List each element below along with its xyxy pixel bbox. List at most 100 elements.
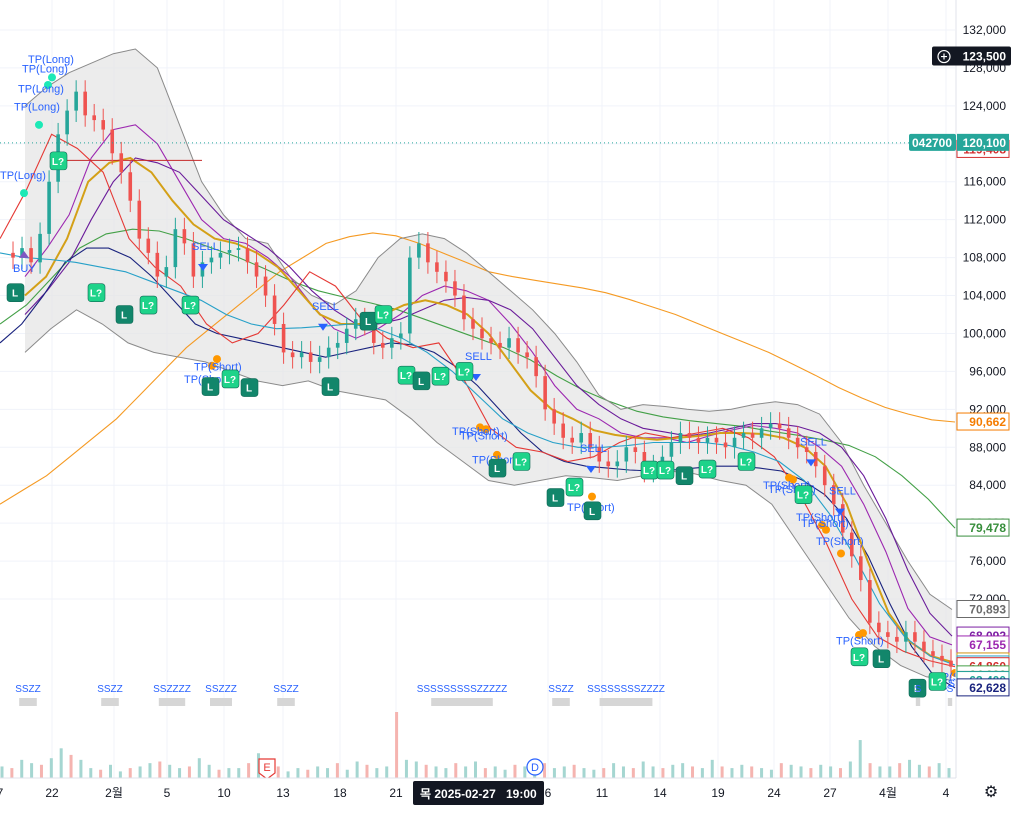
sell-arrow-icon <box>835 508 845 516</box>
signal-badge-box <box>565 477 584 497</box>
candle-body <box>877 622 881 633</box>
volume-bar <box>947 768 951 778</box>
x-axis-tick-label: 21 <box>389 786 403 800</box>
volume-bar <box>0 766 4 778</box>
volume-bar <box>760 768 764 778</box>
x-axis-tick-label: 5 <box>164 786 171 800</box>
volume-bar <box>404 759 408 778</box>
signal-badge: L <box>201 377 220 396</box>
signal-badge: L? <box>656 460 675 480</box>
plus-icon <box>941 53 947 60</box>
indicator-bottom-marker <box>552 698 570 706</box>
signal-badge: L? <box>565 477 584 497</box>
price-label-box <box>956 412 1010 431</box>
candle-body <box>390 338 394 348</box>
candle-body <box>904 632 908 642</box>
sell-arrow-icon <box>318 323 328 331</box>
volume-bar <box>355 761 359 778</box>
sell-arrow-icon <box>471 374 481 382</box>
candle-body <box>859 556 863 581</box>
volume-bar <box>118 771 122 778</box>
crosshair-time-text: 19:00 <box>506 787 537 801</box>
moving-average-bollinger-lower <box>24 309 953 681</box>
signal-badge: L <box>321 377 340 396</box>
volume-bar <box>316 766 320 778</box>
indicator-bottom-marker <box>277 698 295 706</box>
indicator-bottom-marker <box>599 698 653 706</box>
volume-bar <box>641 761 645 778</box>
volume-bar <box>552 768 556 778</box>
candle-body <box>759 428 764 438</box>
candle-body <box>633 447 638 453</box>
crosshair-date-text: 목 2025-02-27 <box>420 787 496 801</box>
signal-annotation-label: TP(Short) <box>452 426 500 438</box>
volume-bar <box>917 764 921 778</box>
signal-badge-label: L <box>878 655 884 666</box>
volume-bar <box>878 766 882 778</box>
signal-badge-label: L? <box>797 491 809 502</box>
signal-badge-label: L <box>327 383 333 394</box>
volume-bar <box>326 768 330 778</box>
signal-annotation-label: TP(Short) <box>796 512 844 524</box>
candle-body <box>173 229 178 268</box>
candle-body <box>426 243 430 263</box>
candle-body <box>822 466 827 486</box>
signal-badge-box <box>908 678 927 698</box>
candle-body <box>335 342 340 348</box>
sell-arrow-icon <box>586 466 596 474</box>
y-axis-tick-label: 104,000 <box>963 289 1007 303</box>
candle-body <box>597 447 602 462</box>
price-label-text: 62,628 <box>969 681 1006 695</box>
signal-badge-box <box>872 649 891 669</box>
candle-body <box>570 437 574 443</box>
signal-badge-box <box>512 452 531 471</box>
candle-body <box>498 342 502 348</box>
signal-badge: L? <box>737 452 756 471</box>
signal-badge-box <box>139 295 158 315</box>
volume-bar <box>69 754 73 778</box>
candle-body <box>696 437 701 443</box>
price-label-tag: 62,628 <box>956 678 1010 697</box>
volume-bar <box>128 768 132 778</box>
signal-badge-label: L <box>589 507 595 518</box>
volume-bar <box>888 766 892 778</box>
signal-badge-box <box>412 371 431 391</box>
tp-short-dot <box>588 492 596 501</box>
candle-body <box>317 357 322 362</box>
settings-gear-icon[interactable]: ⚙ <box>983 784 999 801</box>
volume-bar <box>789 764 793 778</box>
signal-annotation-label: SELL <box>192 241 219 253</box>
volume-bar <box>513 764 517 778</box>
candle-body <box>254 262 259 277</box>
candle-body <box>209 257 214 263</box>
signal-annotation-label: TP(Short) <box>836 636 884 648</box>
volume-bar <box>30 763 34 778</box>
candle-body <box>245 248 250 263</box>
indicator-bottom-label: SSSSSSSSZZZZ <box>587 684 665 695</box>
signal-badge-label: L? <box>224 375 236 386</box>
signal-badge-label: L? <box>400 371 412 382</box>
current-price-tag: 042700 120,100 <box>909 133 1009 151</box>
indicator-bottom-label: SSSSSSSSSZZZZZ <box>417 684 508 695</box>
signal-badge-label: L? <box>458 367 470 378</box>
indicator-bottom-label: SSZZ <box>15 684 41 695</box>
volume-bar <box>286 771 290 778</box>
candle-body <box>831 485 836 505</box>
sell-arrow-icon <box>198 264 208 272</box>
indicator-bottom-label: SSZZ <box>273 684 299 695</box>
candle-body <box>579 433 584 443</box>
signal-badge: L <box>872 649 891 669</box>
volume-bar <box>138 766 142 778</box>
signal-badge: L? <box>87 283 106 302</box>
indicator-bottom-marker <box>947 698 953 706</box>
candle-body <box>308 352 313 362</box>
price-label-box <box>956 599 1010 618</box>
candle-body <box>507 338 511 348</box>
tp-short-dot <box>859 629 867 638</box>
volume-bar <box>691 766 695 778</box>
sell-arrow-icon <box>806 459 816 467</box>
price-label-text: 79,478 <box>969 521 1006 535</box>
x-axis-tick-label-edge: 7 <box>0 786 4 800</box>
